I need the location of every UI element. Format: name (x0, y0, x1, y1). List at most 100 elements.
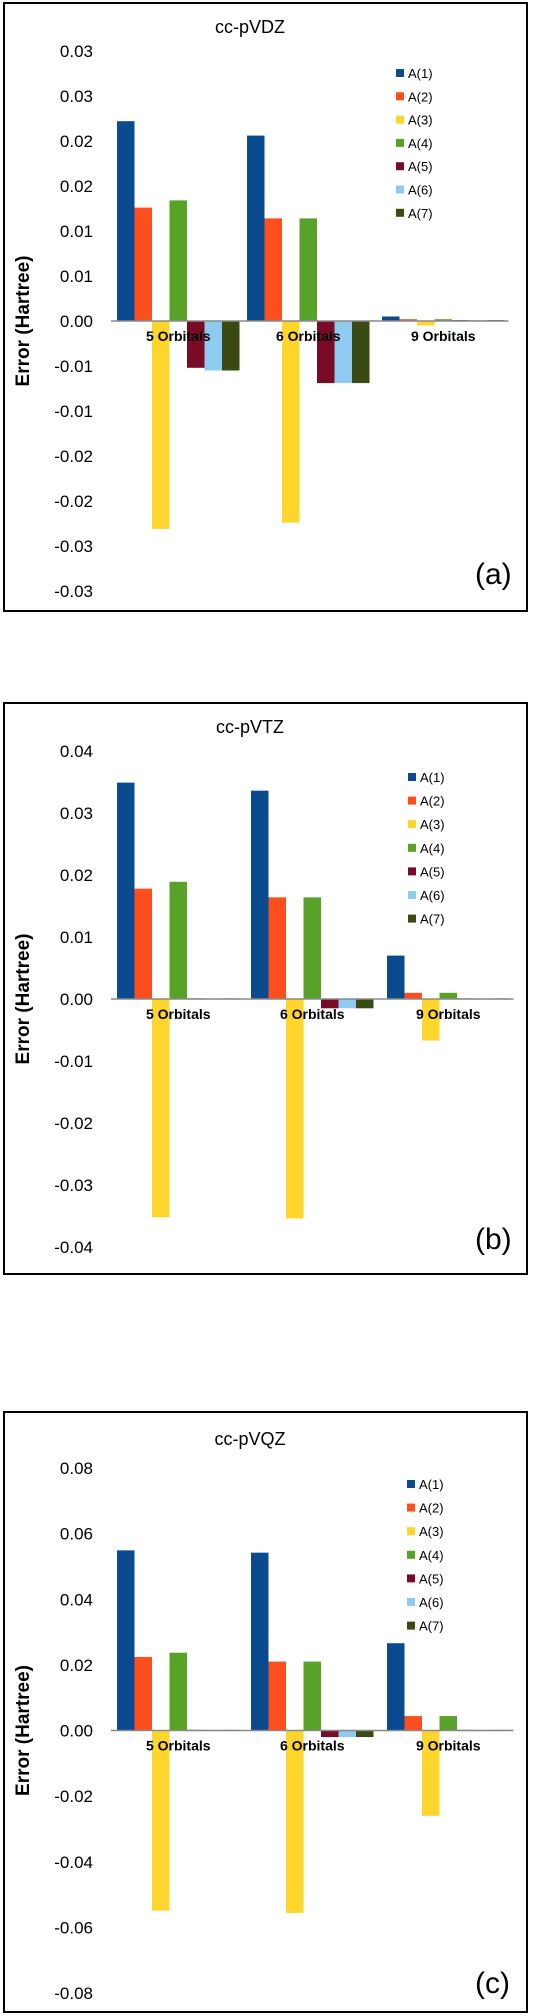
bar-A6-group-1 (204, 321, 222, 371)
bar-A3-group-3 (422, 999, 440, 1041)
chart-a-svg: cc-pVDZ -0.03 -0.03 -0.02 -0.02 -0.01 -0.01 0.0… (13, 17, 512, 601)
legend-label: A(4) (408, 136, 433, 151)
bar-A6-group-2 (338, 999, 356, 1009)
bar-A1-group-3 (387, 955, 405, 999)
y-tick-label: -0.02 (54, 492, 93, 511)
legend-swatch (396, 208, 404, 217)
legend-label: A(6) (419, 1595, 444, 1610)
bar-A5-group-2 (321, 999, 339, 1009)
legend-label: A(5) (408, 159, 433, 174)
legend-swatch (407, 1503, 415, 1512)
bar-A3-group-1 (152, 999, 170, 1218)
y-tick-label: -0.02 (54, 1787, 93, 1806)
y-tick-label: -0.08 (54, 1984, 93, 2003)
legend-label: A(2) (420, 794, 445, 809)
bar-A4-group-1 (169, 1652, 187, 1731)
bar-A1-group-2 (247, 135, 265, 321)
bar-A4-group-2 (303, 1661, 321, 1731)
legend-swatch (396, 138, 404, 147)
legend-label: A(1) (408, 66, 433, 81)
y-axis-label: Error (Hartree) (13, 1665, 34, 1796)
bar-A1-group-1 (117, 782, 135, 999)
bar-A1-group-2 (251, 790, 269, 999)
legend-label: A(7) (419, 1619, 444, 1634)
y-tick-label: -0.03 (54, 1176, 93, 1195)
legend-swatch (396, 92, 404, 101)
bar-A1-group-3 (382, 316, 400, 321)
chart-panel-b: cc-pVTZ -0.04 -0.03 -0.02 -0.01 0.00 0.01 0.02 0… (3, 702, 528, 1275)
y-tick-label: -0.01 (54, 357, 93, 376)
bar-A5-group-2 (317, 321, 335, 384)
legend-swatch (408, 891, 416, 899)
legend-swatch (407, 1621, 415, 1630)
bar-A2-group-2 (268, 897, 286, 999)
legend-swatch (407, 1550, 415, 1559)
legend-label: A(3) (419, 1524, 444, 1539)
category-label: 6 Orbitals (276, 328, 341, 344)
chart-title: cc-pVDZ (215, 17, 285, 37)
y-tick-label: 0.00 (60, 312, 93, 331)
y-tick-label: 0.01 (60, 222, 93, 241)
bar-A7-group-2 (356, 999, 374, 1009)
bar-A7-group-2 (356, 1730, 374, 1738)
panel-label: (c) (475, 1967, 510, 2000)
bar-A2-group-3 (404, 992, 422, 999)
chart-c-svg: cc-pVQZ -0.08 -0.06 -0.04 -0.02 0.00 0.02 0.04 0… (13, 1429, 514, 2003)
category-label: 9 Orbitals (411, 328, 476, 344)
chart-panel-c: cc-pVQZ -0.08 -0.06 -0.04 -0.02 0.00 0.02 0.04 0… (3, 1411, 528, 2013)
bar-A1-group-3 (387, 1643, 405, 1731)
category-label: 5 Orbitals (146, 1006, 211, 1022)
bar-A7-group-2 (352, 321, 370, 384)
legend-label: A(4) (419, 1548, 444, 1563)
bar-A2-group-2 (268, 1661, 286, 1731)
category-label: 6 Orbitals (280, 1006, 345, 1022)
y-tick-label: -0.02 (54, 1114, 93, 1133)
bar-A2-group-1 (134, 888, 152, 999)
bar-A5-group-1 (187, 321, 205, 368)
y-tick-label: -0.01 (54, 402, 93, 421)
y-tick-label: -0.03 (54, 582, 93, 601)
y-tick-label: 0.02 (60, 132, 93, 151)
y-tick-label: 0.02 (60, 866, 93, 885)
bar-A4-group-3 (439, 1716, 457, 1731)
y-tick-label: 0.02 (60, 1656, 93, 1675)
category-label: 5 Orbitals (146, 1738, 211, 1754)
panel-label: (b) (475, 1223, 512, 1256)
legend-swatch (408, 820, 416, 829)
legend-swatch (396, 69, 404, 77)
y-tick-label: -0.01 (54, 1052, 93, 1071)
category-label: 5 Orbitals (146, 328, 211, 344)
chart-title: cc-pVTZ (216, 717, 284, 737)
legend-label: A(6) (408, 183, 433, 198)
bar-A4-group-1 (169, 881, 187, 999)
y-tick-label: 0.01 (60, 267, 93, 286)
category-label: 9 Orbitals (416, 1738, 481, 1754)
y-tick-label: 0.04 (60, 742, 93, 761)
bar-A2-group-1 (134, 207, 152, 321)
bar-A1-group-1 (117, 121, 135, 321)
legend-swatch (407, 1480, 415, 1488)
legend-swatch (396, 162, 404, 171)
legend-label: A(1) (420, 770, 445, 785)
y-tick-label: 0.02 (60, 177, 93, 196)
legend-swatch (408, 914, 416, 923)
y-tick-label: 0.03 (60, 87, 93, 106)
bar-A3-group-3 (422, 1730, 440, 1816)
bar-A6-group-2 (338, 1730, 356, 1738)
bar-A4-group-2 (299, 218, 317, 321)
legend-label: A(3) (420, 817, 445, 832)
bar-A1-group-2 (251, 1552, 269, 1731)
y-tick-label: -0.06 (54, 1918, 93, 1937)
chart-title: cc-pVQZ (214, 1429, 285, 1449)
legend-swatch (408, 843, 416, 852)
bar-A2-group-2 (264, 218, 282, 321)
legend-label: A(2) (419, 1501, 444, 1516)
bar-A5-group-2 (321, 1730, 339, 1738)
y-axis-label: Error (Hartree) (13, 934, 34, 1065)
legend-swatch (407, 1598, 415, 1606)
y-tick-label: -0.02 (54, 447, 93, 466)
legend-swatch (396, 185, 404, 194)
y-tick-label: -0.04 (54, 1238, 93, 1257)
legend-swatch (408, 867, 416, 876)
bar-A3-group-2 (286, 999, 304, 1219)
